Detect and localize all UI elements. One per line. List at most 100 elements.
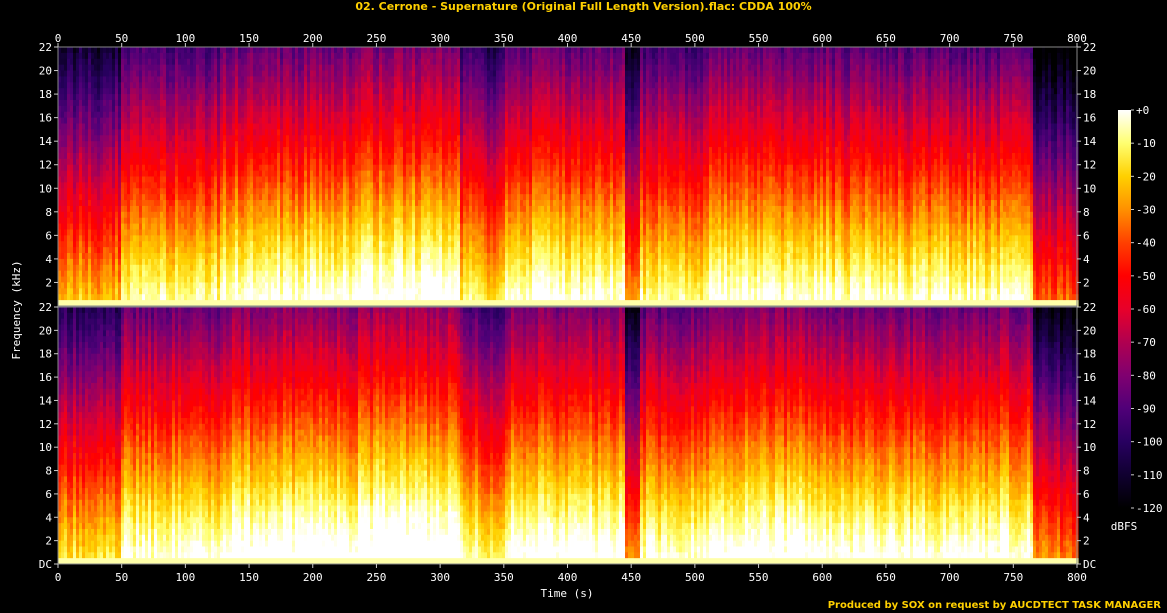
- spectrogram-cell: [346, 88, 350, 94]
- spectrogram-cell: [115, 71, 119, 77]
- spectrogram-cell: [220, 76, 224, 82]
- spectrogram-cell: [91, 188, 95, 194]
- spectrogram-cell: [67, 88, 71, 94]
- spectrogram-cell: [214, 82, 218, 88]
- spectrogram-cell: [232, 212, 236, 218]
- spectrogram-cell: [280, 253, 284, 259]
- spectrogram-cell: [130, 124, 134, 130]
- spectrogram-cell: [337, 247, 341, 253]
- spectrogram-cell: [205, 265, 209, 271]
- spectrogram-cell: [292, 76, 296, 82]
- spectrogram-cell: [373, 141, 377, 147]
- spectrogram-cell: [373, 182, 377, 188]
- spectrogram-cell: [376, 218, 380, 224]
- spectrogram-cell: [367, 206, 371, 212]
- spectrogram-cell: [202, 47, 206, 53]
- spectrogram-cell: [355, 253, 359, 259]
- spectrogram-cell: [205, 206, 209, 212]
- spectrogram-cell: [376, 182, 380, 188]
- spectrogram-cell: [235, 241, 239, 247]
- spectrogram-cell: [97, 271, 101, 277]
- spectrogram-cell: [148, 76, 152, 82]
- spectrogram-cell: [109, 165, 113, 171]
- spectrogram-cell: [103, 294, 107, 300]
- spectrogram-cell: [214, 94, 218, 100]
- spectrogram-cell: [235, 147, 239, 153]
- spectrogram-cell: [178, 177, 182, 183]
- spectrogram-cell: [391, 71, 395, 77]
- spectrogram-cell: [337, 129, 341, 135]
- spectrogram-cell: [160, 47, 164, 53]
- spectrogram-cell: [301, 282, 305, 288]
- spectrogram-cell: [268, 106, 272, 112]
- spectrogram-cell: [73, 218, 77, 224]
- spectrogram-cell: [358, 200, 362, 206]
- spectrogram-cell: [394, 188, 398, 194]
- spectrogram-cell: [136, 165, 140, 171]
- spectrogram-cell: [373, 112, 377, 118]
- spectrogram-cell: [232, 182, 236, 188]
- spectrogram-cell: [373, 253, 377, 259]
- spectrogram-cell: [262, 147, 266, 153]
- spectrogram-cell: [316, 100, 320, 106]
- spectrogram-cell: [313, 171, 317, 177]
- spectrogram-cell: [274, 153, 278, 159]
- spectrogram-cell: [97, 59, 101, 65]
- spectrogram-cell: [325, 112, 329, 118]
- spectrogram-cell: [202, 118, 206, 124]
- spectrogram-cell: [235, 135, 239, 141]
- spectrogram-cell: [199, 171, 203, 177]
- spectrogram-cell: [196, 106, 200, 112]
- spectrogram-cell: [61, 118, 65, 124]
- spectrogram-cell: [214, 112, 218, 118]
- spectrogram-cell: [154, 194, 158, 200]
- spectrogram-cell: [340, 194, 344, 200]
- spectrogram-cell: [382, 212, 386, 218]
- spectrogram-cell: [262, 47, 266, 53]
- spectrogram-cell: [166, 282, 170, 288]
- spectrogram-cell: [241, 112, 245, 118]
- spectrogram-cell: [115, 47, 119, 53]
- spectrogram-cell: [241, 235, 245, 241]
- spectrogram-cell: [127, 76, 131, 82]
- spectrogram-cell: [250, 171, 254, 177]
- spectrogram-cell: [304, 229, 308, 235]
- spectrogram-cell: [322, 218, 326, 224]
- spectrogram-cell: [319, 53, 323, 59]
- spectrogram-cell: [91, 153, 95, 159]
- spectrogram-cell: [307, 188, 311, 194]
- spectrogram-cell: [160, 100, 164, 106]
- spectrogram-cell: [67, 259, 71, 265]
- spectrogram-cell: [127, 241, 131, 247]
- spectrogram-cell: [388, 65, 392, 71]
- spectrogram-cell: [115, 106, 119, 112]
- spectrogram-cell: [127, 277, 131, 283]
- spectrogram-cell: [280, 224, 284, 230]
- spectrogram-cell: [232, 165, 236, 171]
- spectrogram-cell: [157, 282, 161, 288]
- spectrogram-cell: [97, 224, 101, 230]
- spectrogram-cell: [292, 165, 296, 171]
- spectrogram-cell: [73, 171, 77, 177]
- spectrogram-cell: [391, 53, 395, 59]
- spectrogram-cell: [100, 288, 104, 294]
- spectrogram-cell: [205, 282, 209, 288]
- spectrogram-cell: [163, 182, 167, 188]
- spectrogram-cell: [346, 94, 350, 100]
- spectrogram-cell: [262, 106, 266, 112]
- spectrogram-cell: [151, 182, 155, 188]
- spectrogram-cell: [88, 194, 92, 200]
- spectrogram-cell: [169, 253, 173, 259]
- spectrogram-cell: [106, 171, 110, 177]
- spectrogram-cell: [217, 265, 221, 271]
- spectrogram-cell: [349, 165, 353, 171]
- spectrogram-cell: [271, 76, 275, 82]
- spectrogram-cell: [331, 129, 335, 135]
- spectrogram-cell: [328, 159, 332, 165]
- spectrogram-cell: [205, 65, 209, 71]
- spectrogram-cell: [61, 135, 65, 141]
- spectrogram-cell: [325, 106, 329, 112]
- spectrogram-cell: [232, 277, 236, 283]
- spectrogram-cell: [238, 241, 242, 247]
- spectrogram-cell: [295, 159, 299, 165]
